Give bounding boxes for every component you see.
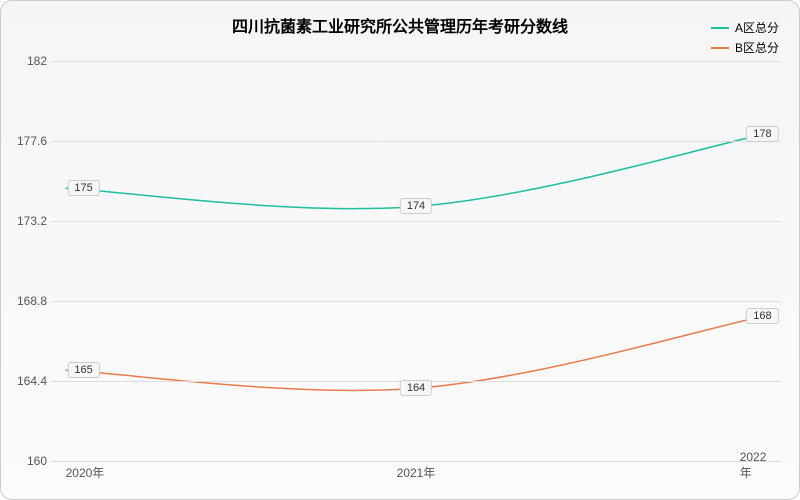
series-line-1	[66, 316, 767, 391]
chart-container: 四川抗菌素工业研究所公共管理历年考研分数线 A区总分 B区总分 160164.4…	[0, 0, 800, 500]
legend-swatch-b	[711, 47, 729, 49]
legend: A区总分 B区总分	[711, 19, 779, 59]
data-label: 175	[67, 180, 99, 196]
legend-label-a: A区总分	[735, 19, 779, 36]
data-label: 164	[400, 380, 432, 396]
line-svg	[51, 61, 781, 461]
plot-area: 160164.4168.8173.2177.61822020年2021年2022…	[51, 61, 781, 461]
x-tick-label: 2021年	[397, 464, 436, 481]
y-tick-label: 173.2	[9, 214, 47, 228]
x-tick-label: 2020年	[66, 464, 105, 481]
y-tick-label: 177.6	[9, 134, 47, 148]
chart-title: 四川抗菌素工业研究所公共管理历年考研分数线	[232, 13, 568, 37]
data-label: 174	[400, 198, 432, 214]
grid-line	[51, 141, 781, 142]
data-label: 165	[67, 362, 99, 378]
y-tick-label: 182	[9, 54, 47, 68]
grid-line	[51, 301, 781, 302]
x-tick-label: 2022年	[740, 450, 767, 481]
y-tick-label: 164.4	[9, 374, 47, 388]
legend-label-b: B区总分	[735, 39, 779, 56]
grid-line	[51, 461, 781, 462]
y-tick-label: 160	[9, 454, 47, 468]
y-tick-label: 168.8	[9, 294, 47, 308]
grid-line	[51, 61, 781, 62]
legend-item-a: A区总分	[711, 19, 779, 36]
series-line-0	[66, 134, 767, 209]
data-label: 168	[746, 308, 778, 324]
legend-item-b: B区总分	[711, 39, 779, 56]
data-label: 178	[746, 126, 778, 142]
legend-swatch-a	[711, 27, 729, 29]
grid-line	[51, 221, 781, 222]
